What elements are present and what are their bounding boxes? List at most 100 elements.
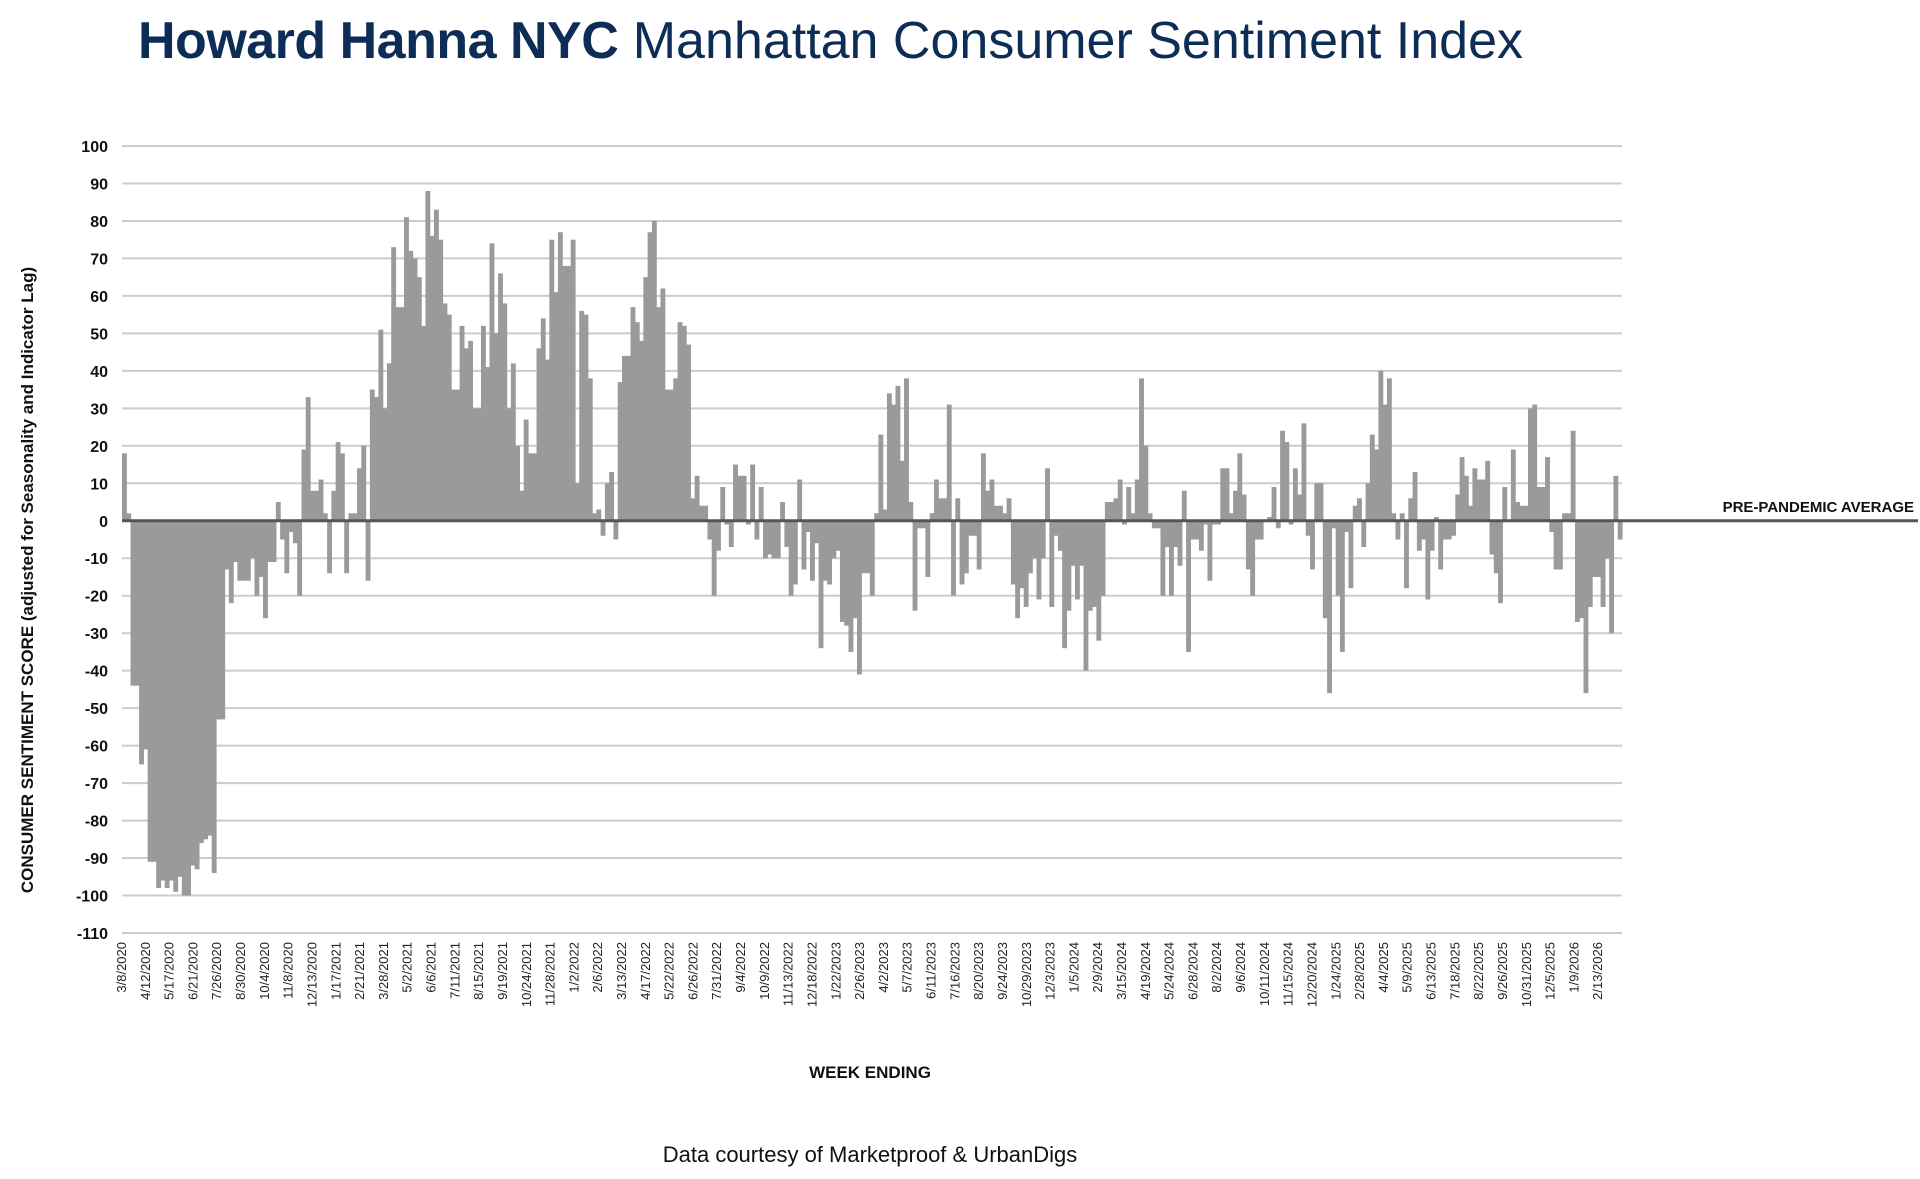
bar (267, 520, 273, 562)
bar (758, 487, 764, 521)
bar (583, 314, 589, 521)
bar (1015, 520, 1021, 619)
x-tick-label: 8/30/2020 (233, 942, 248, 1000)
x-tick-label: 3/8/2020 (114, 942, 129, 993)
y-tick-label: 30 (90, 401, 108, 418)
bar (1386, 378, 1392, 521)
bar (553, 292, 559, 521)
bar (1438, 520, 1444, 570)
bar (395, 307, 401, 521)
bar (1241, 494, 1247, 521)
x-tick-label: 4/2/2023 (876, 942, 891, 993)
bar (1169, 520, 1174, 596)
bar (972, 520, 978, 536)
bar (1327, 520, 1332, 694)
bar (1493, 520, 1499, 574)
y-tick-label: 40 (90, 364, 108, 381)
bar (1288, 520, 1294, 525)
bar (1583, 520, 1589, 694)
x-tick-label: 6/28/2024 (1185, 942, 1200, 1000)
x-tick-label: 10/31/2025 (1519, 942, 1534, 1007)
y-tick-label: -110 (77, 926, 108, 943)
bar (151, 520, 157, 862)
bar (203, 520, 209, 840)
bar (463, 348, 469, 521)
bar (639, 340, 644, 521)
bar (498, 273, 503, 521)
bar (412, 258, 418, 521)
bar (126, 513, 132, 521)
bar (908, 502, 914, 521)
x-tick-label: 4/19/2024 (1138, 942, 1153, 1000)
bar (1549, 520, 1555, 532)
x-tick-label: 5/17/2020 (162, 942, 177, 1000)
bar (1446, 520, 1452, 540)
bar (1062, 520, 1068, 649)
bar (724, 520, 730, 525)
x-tick-label: 1/24/2025 (1328, 942, 1343, 1000)
bar (1134, 479, 1140, 521)
bar (775, 520, 781, 559)
bar (882, 509, 888, 521)
bar (327, 520, 332, 574)
bar (1553, 520, 1559, 570)
bar (634, 322, 640, 521)
x-tick-label: 9/24/2023 (995, 942, 1010, 1000)
x-tick-label: 10/29/2023 (1019, 942, 1034, 1007)
bar (228, 520, 234, 604)
bar (173, 520, 179, 892)
bar (1292, 468, 1298, 521)
x-tick-label: 5/9/2025 (1400, 942, 1415, 993)
bar (357, 468, 362, 521)
x-tick-label: 5/7/2023 (900, 942, 915, 993)
bar (1318, 483, 1324, 521)
bar (673, 378, 679, 521)
y-tick-label: 20 (90, 439, 108, 456)
bar (1203, 520, 1209, 525)
bar (1177, 520, 1183, 566)
bar (980, 453, 986, 521)
bar (933, 479, 939, 521)
bar (1382, 404, 1388, 521)
bar (177, 520, 183, 877)
y-tick-label: 50 (90, 326, 108, 343)
bar (220, 520, 226, 720)
bar (998, 505, 1003, 521)
x-tick-label: 6/26/2022 (685, 942, 700, 1000)
bar (617, 382, 623, 521)
bar (1348, 520, 1354, 589)
bar (857, 520, 862, 675)
bar (1122, 520, 1127, 525)
bar (1374, 449, 1380, 521)
bar (1164, 520, 1170, 547)
bar (378, 329, 384, 521)
bar (1566, 513, 1572, 521)
bar (921, 520, 927, 529)
bar (1570, 430, 1576, 521)
bar (1523, 505, 1529, 521)
bar (1151, 520, 1157, 529)
bar (1472, 468, 1478, 521)
bar (485, 367, 491, 521)
bar (532, 453, 538, 521)
bar (361, 445, 367, 521)
bar (1006, 498, 1012, 521)
y-tick-label: -80 (85, 814, 108, 831)
bar (574, 483, 580, 521)
bar (523, 419, 529, 521)
y-tick-label: 10 (90, 476, 108, 493)
x-tick-label: 2/6/2022 (590, 942, 605, 993)
bar (1331, 520, 1337, 529)
bar (557, 232, 563, 521)
bar (622, 355, 627, 521)
bar (963, 520, 969, 574)
bar (904, 378, 909, 521)
bar (771, 520, 777, 559)
bar (164, 520, 170, 889)
bar (160, 520, 166, 881)
bar (681, 325, 687, 521)
bar (720, 487, 726, 521)
bar (763, 520, 768, 559)
bar (570, 239, 576, 521)
bar (1130, 513, 1136, 521)
